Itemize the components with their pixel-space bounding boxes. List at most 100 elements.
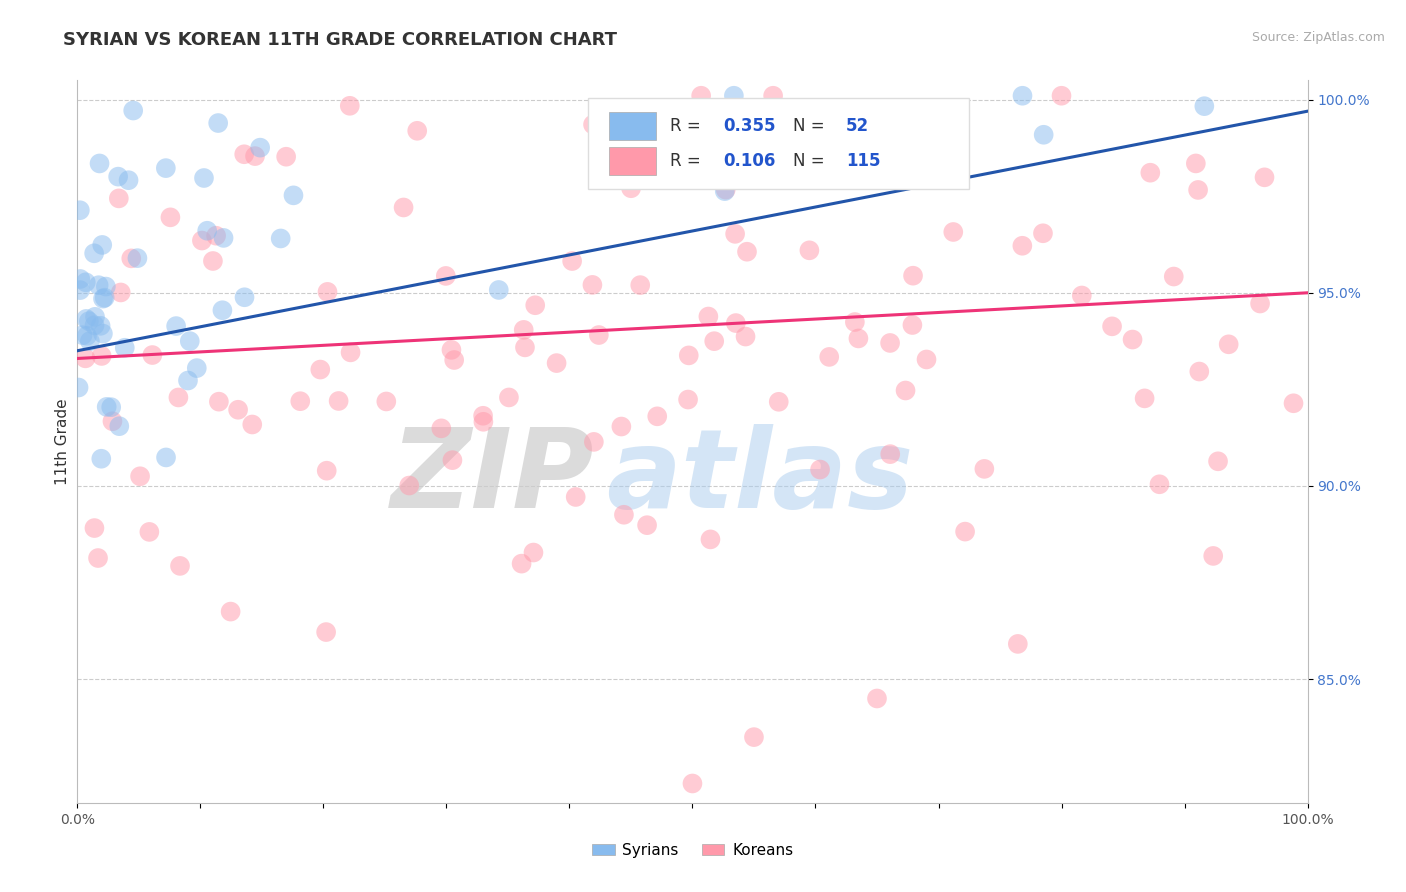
Point [735,244,758,259]
Text: 52: 52 [846,117,869,135]
Point [645,409,668,424]
Point [613,508,636,522]
Point [894,384,917,398]
Point [498,391,520,405]
Point [1149,477,1171,491]
Point [108,191,131,205]
Point [742,730,765,744]
FancyBboxPatch shape [609,112,655,139]
Point [901,318,924,332]
Point [114,341,136,355]
Point [138,524,160,539]
Point [799,244,821,258]
Point [226,402,249,417]
Text: Source: ZipAtlas.com: Source: ZipAtlas.com [1251,31,1385,45]
Point [512,323,534,337]
Point [727,107,749,121]
Point [443,353,465,368]
Point [723,88,745,103]
Point [1253,170,1275,185]
Point [69,272,91,286]
Point [75,275,97,289]
Point [90,451,112,466]
Point [472,409,495,423]
Point [1007,637,1029,651]
Point [1218,337,1240,351]
Text: 115: 115 [846,153,880,170]
Point [513,340,536,354]
Point [69,283,91,297]
Point [703,334,725,348]
Point [83,318,105,333]
Text: 0.106: 0.106 [723,153,776,170]
Text: N =: N = [793,153,830,170]
Point [724,316,747,330]
Point [866,691,889,706]
Point [89,156,111,170]
Point [77,314,100,328]
Point [620,181,643,195]
Point [117,173,139,187]
Point [768,394,790,409]
Point [87,278,110,293]
Point [942,225,965,239]
Point [1032,227,1054,241]
Point [762,88,785,103]
Point [430,421,453,435]
Point [169,558,191,573]
Point [682,776,704,790]
Point [690,88,713,103]
Point [96,400,118,414]
Point [582,118,605,132]
Point [510,557,533,571]
Point [315,625,337,640]
Point [195,224,218,238]
Point [546,356,568,370]
Text: ZIP: ZIP [391,425,595,531]
Point [141,348,163,362]
Point [734,329,756,343]
Point [628,278,651,293]
Point [193,171,215,186]
Text: 0.355: 0.355 [723,117,776,135]
Point [315,464,337,478]
Point [191,234,214,248]
Point [110,285,132,300]
Point [179,334,201,348]
Point [101,414,124,428]
Point [724,227,747,241]
Point [76,328,98,343]
Point [67,380,90,394]
Text: N =: N = [793,117,830,135]
Point [1206,454,1229,468]
Point [290,394,312,409]
Point [79,334,101,348]
Point [243,149,266,163]
Point [177,374,200,388]
Point [94,279,117,293]
Point [488,283,510,297]
Point [1139,166,1161,180]
Point [69,203,91,218]
Point [1163,269,1185,284]
Point [276,150,298,164]
Y-axis label: 11th Grade: 11th Grade [55,398,70,485]
Point [186,361,208,376]
Point [844,315,866,329]
Point [582,434,605,449]
Point [818,350,841,364]
Point [406,124,429,138]
Point [127,251,149,265]
Point [1133,392,1156,406]
Point [561,254,583,268]
Point [339,99,361,113]
Point [90,349,112,363]
Point [205,228,228,243]
Point [233,147,256,161]
Point [915,352,938,367]
Point [91,326,114,341]
Point [848,331,870,345]
Point [441,453,464,467]
Point [270,231,292,245]
Point [87,551,110,566]
